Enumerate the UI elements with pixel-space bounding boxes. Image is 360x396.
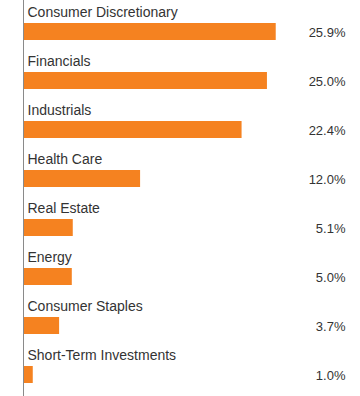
svg-text:Short-Term Investments: Short-Term Investments bbox=[28, 347, 177, 363]
svg-text:Financials: Financials bbox=[28, 53, 91, 69]
svg-text:12.0%: 12.0% bbox=[309, 172, 346, 187]
svg-text:Consumer Discretionary: Consumer Discretionary bbox=[28, 4, 178, 20]
svg-text:3.7%: 3.7% bbox=[316, 319, 346, 334]
svg-text:Consumer Staples: Consumer Staples bbox=[28, 298, 143, 314]
svg-text:5.0%: 5.0% bbox=[316, 270, 346, 285]
svg-text:25.0%: 25.0% bbox=[309, 74, 346, 89]
svg-text:22.4%: 22.4% bbox=[309, 123, 346, 138]
svg-text:1.0%: 1.0% bbox=[316, 368, 346, 383]
svg-text:Health Care: Health Care bbox=[28, 151, 103, 167]
svg-text:5.1%: 5.1% bbox=[316, 221, 346, 236]
svg-text:Industrials: Industrials bbox=[28, 102, 92, 118]
svg-text:Energy: Energy bbox=[28, 249, 72, 265]
svg-text:25.9%: 25.9% bbox=[309, 25, 346, 40]
svg-text:Real Estate: Real Estate bbox=[28, 200, 101, 216]
